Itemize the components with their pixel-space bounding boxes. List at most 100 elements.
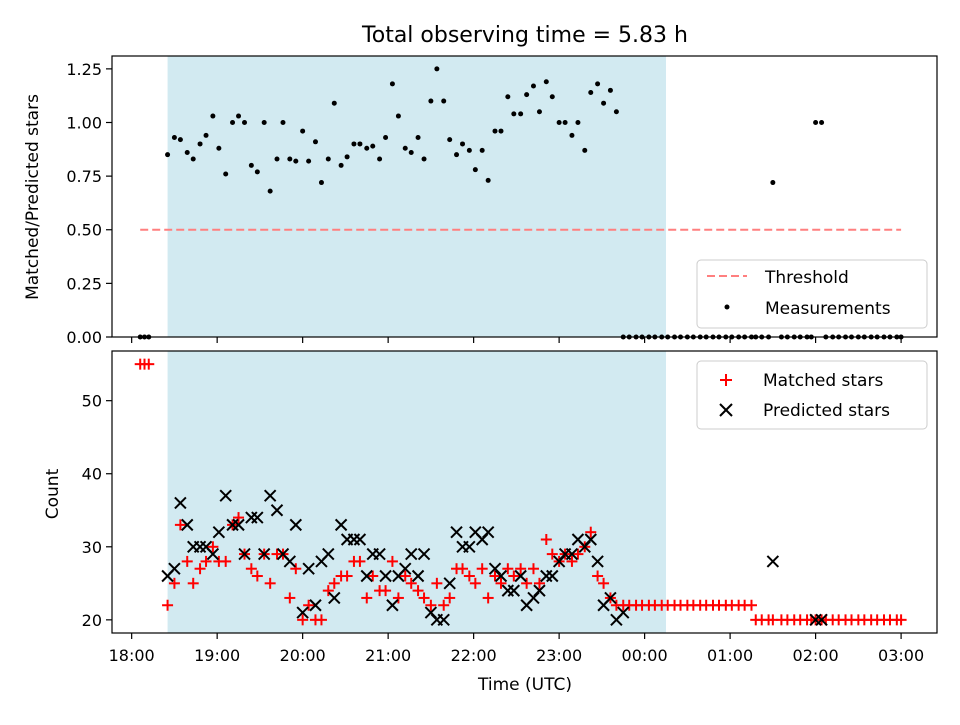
measurement-point — [248, 162, 254, 168]
x-tick-label: 22:00 — [451, 646, 497, 665]
measurement-point — [434, 66, 440, 72]
measurement-point — [223, 171, 229, 177]
measurement-point — [466, 147, 472, 153]
y-tick-label: 50 — [82, 392, 102, 411]
ratio-plot-frame — [111, 55, 938, 338]
measurement-point — [460, 141, 466, 147]
predicted-point — [296, 606, 309, 619]
measurement-point — [562, 119, 568, 125]
matched-point — [386, 555, 398, 567]
measurement-point — [492, 128, 498, 134]
predicted-point — [238, 547, 251, 561]
predicted-point — [405, 547, 418, 561]
matched-point — [284, 592, 296, 604]
measurement-point — [415, 135, 421, 141]
matched-point — [251, 570, 263, 582]
matched-point — [527, 563, 539, 575]
matched-point — [315, 614, 327, 626]
measurement-point — [306, 158, 312, 164]
predicted-point — [386, 599, 399, 612]
predicted-point — [565, 547, 579, 561]
predicted-point — [270, 504, 284, 517]
measurement-point — [421, 156, 427, 162]
measurement-point — [261, 119, 267, 125]
x-tick-label: 21:00 — [365, 646, 411, 665]
measurement-point — [395, 113, 401, 119]
measurement-point — [607, 87, 613, 93]
matched-point — [367, 570, 379, 582]
measurement-point — [556, 119, 562, 125]
matched-point — [457, 563, 469, 575]
ratio-legend-box — [696, 259, 928, 329]
matched-point — [194, 563, 206, 575]
measurement-point — [813, 119, 819, 125]
x-axis-label: Time (UTC) — [477, 675, 572, 695]
measurement-point — [447, 137, 453, 143]
y-tick-label: 0.50 — [66, 221, 102, 240]
predicted-point — [283, 555, 297, 568]
matched-point — [399, 570, 411, 582]
matched-point — [425, 599, 437, 611]
matched-point — [168, 577, 180, 589]
predicted-point — [617, 606, 630, 619]
matched-point — [392, 592, 404, 604]
matched-point — [303, 599, 315, 611]
predicted-point — [481, 525, 495, 539]
matched-point — [444, 592, 456, 604]
predicted-point — [437, 613, 450, 627]
matched-point — [200, 555, 212, 567]
predicted-point — [257, 547, 271, 561]
measurement-point — [190, 156, 196, 162]
count-plot-frame — [111, 350, 938, 634]
measurement-point — [536, 109, 542, 115]
predicted-point — [263, 489, 277, 502]
predicted-point — [546, 569, 559, 583]
matched-point — [476, 563, 488, 575]
matched-point — [438, 599, 450, 611]
predicted-point — [494, 569, 508, 583]
predicted-point — [181, 518, 194, 532]
measurement-point — [216, 145, 222, 151]
predicted-point — [373, 547, 386, 561]
measurement-point — [511, 111, 517, 117]
predicted-point — [212, 525, 226, 539]
matched-point — [463, 570, 475, 582]
matched-point — [297, 614, 309, 626]
ratio-observing-window — [167, 56, 666, 337]
measurement-point — [236, 113, 242, 119]
predicted-point — [766, 555, 780, 568]
matched-point — [495, 577, 507, 589]
predicted-point — [514, 569, 527, 583]
measurement-point — [338, 162, 344, 168]
matched-point — [328, 577, 340, 589]
matched-point — [482, 592, 494, 604]
predicted-legend-label: Predicted stars — [763, 401, 890, 421]
ratio-panel: 0.00 0.25 0.50 0.75 1.00 1.25 Matched/Predict… — [23, 55, 938, 347]
x-tick-label: 03:00 — [878, 646, 924, 665]
count-y-axis-label: Count — [43, 468, 63, 519]
predicted-point — [322, 547, 335, 561]
measurement-point — [171, 135, 177, 141]
measurement-point — [428, 98, 434, 104]
x-tick-label: 23:00 — [536, 646, 582, 665]
measurement-point — [242, 119, 248, 125]
matched-point — [502, 563, 514, 575]
matched-point — [515, 563, 527, 575]
y-tick-label: 0.00 — [66, 328, 102, 347]
measurement-point — [300, 128, 306, 134]
predicted-points — [161, 489, 828, 627]
measurements-legend-label: Measurements — [765, 299, 891, 319]
x-tick-label: 01:00 — [707, 646, 753, 665]
predicted-point — [379, 569, 392, 583]
measurement-point — [210, 113, 216, 119]
x-tick-label: 19:00 — [194, 646, 240, 665]
predicted-legend-swatch — [719, 403, 733, 417]
matched-point — [572, 548, 584, 560]
measurement-point — [472, 167, 478, 173]
measurement-point — [588, 89, 594, 95]
predicted-point — [584, 533, 597, 546]
measurement-point — [351, 141, 357, 147]
matched-point — [181, 555, 193, 567]
matched-point — [489, 570, 501, 582]
